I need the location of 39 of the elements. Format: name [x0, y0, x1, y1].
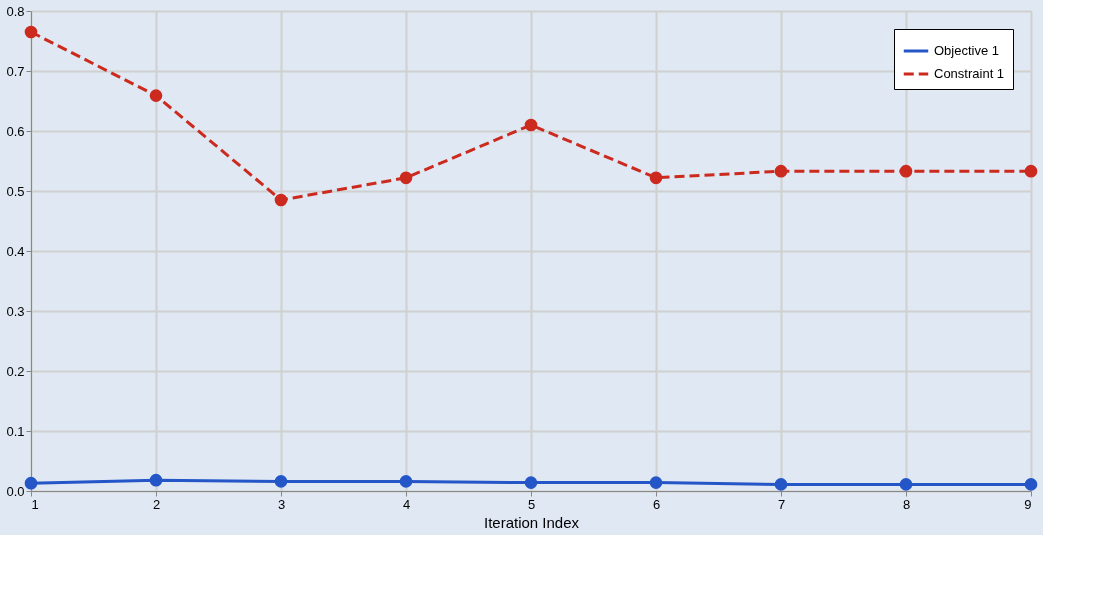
point — [774, 164, 788, 178]
point — [649, 476, 663, 489]
y-tick-label: 0.5 — [6, 183, 25, 199]
x-tick-label: 7 — [777, 496, 786, 512]
legend-label: Objective 1 — [934, 43, 1000, 58]
x-tick-label: 8 — [902, 496, 911, 512]
y-tick-label: 0.0 — [6, 483, 25, 499]
point — [399, 475, 413, 488]
point — [524, 118, 538, 132]
point — [24, 476, 38, 490]
point — [774, 478, 788, 491]
x-tick-label: 2 — [152, 496, 161, 512]
x-tick-label: 5 — [527, 496, 536, 512]
legend-label: Constraint 1 — [934, 66, 1005, 81]
point — [524, 476, 538, 489]
point — [899, 164, 913, 178]
point — [399, 171, 413, 185]
x-tick-label: 3 — [277, 496, 286, 512]
y-tick-label: 0.3 — [6, 303, 25, 319]
point — [1024, 478, 1038, 491]
y-tick-label: 0.7 — [6, 63, 25, 79]
x-tick-label: 1 — [31, 496, 39, 512]
y-tick-label: 0.8 — [6, 3, 25, 19]
point — [274, 193, 288, 207]
y-tick-label: 0.1 — [6, 423, 25, 439]
point — [24, 25, 38, 39]
x-tick-label: 9 — [1024, 496, 1032, 512]
point — [899, 478, 913, 491]
point — [274, 475, 288, 488]
x-axis-title: Iteration Index — [483, 513, 580, 531]
y-tick-label: 0.2 — [6, 363, 25, 379]
x-tick-label: 4 — [402, 496, 411, 512]
y-tick-label: 0.6 — [6, 123, 25, 139]
point — [149, 473, 163, 487]
y-tick-label: 0.4 — [6, 243, 25, 259]
point — [649, 171, 663, 185]
x-tick-label: 6 — [652, 496, 661, 512]
point — [149, 89, 163, 102]
point — [1024, 164, 1038, 178]
